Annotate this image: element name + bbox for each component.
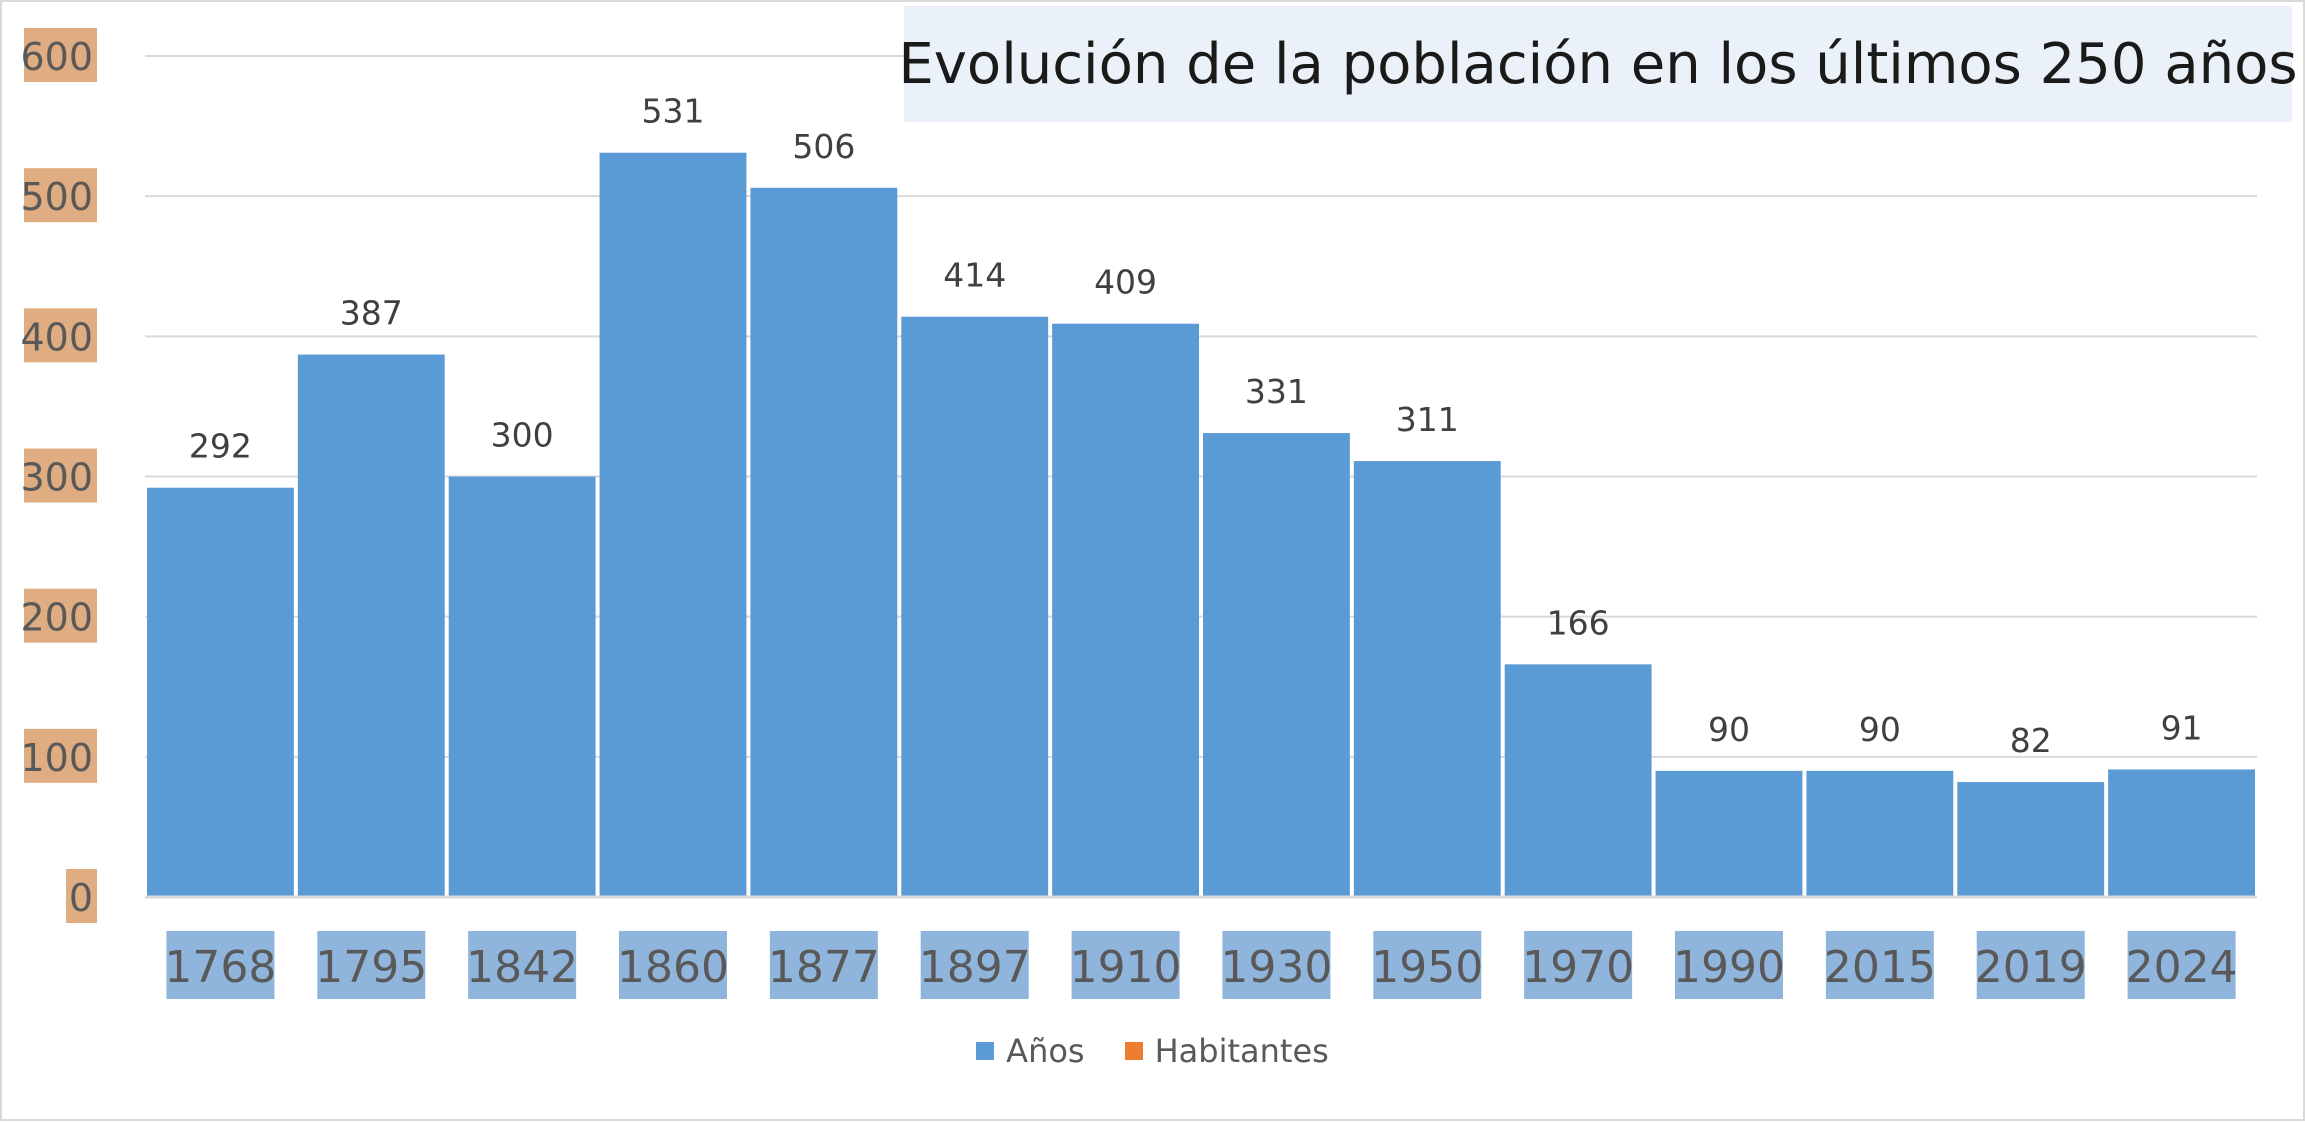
x-tick-label-bg <box>166 931 275 999</box>
y-tick-label-bg <box>24 588 97 643</box>
y-tick-label: 400 <box>20 315 93 359</box>
x-tick-label: 1877 <box>768 942 880 993</box>
legend-item: Habitantes <box>1124 1032 1329 1070</box>
bar <box>1806 770 1954 897</box>
x-tick-label-bg <box>1373 931 1482 999</box>
data-label: 300 <box>491 416 554 455</box>
bar <box>1353 461 1501 897</box>
x-tick-label-bg <box>619 931 727 999</box>
y-tick-label-bg <box>24 448 97 503</box>
x-tick-label-bg <box>317 931 426 999</box>
x-tick-label: 2019 <box>1975 942 2087 993</box>
y-tick-label: 500 <box>20 175 93 219</box>
bar <box>297 354 445 897</box>
data-label: 409 <box>1094 263 1157 302</box>
y-tick-label: 200 <box>20 596 93 640</box>
x-tick-label-bg <box>1222 931 1331 999</box>
bar <box>750 187 898 898</box>
x-tick-label-bg <box>1071 931 1180 999</box>
legend-label: Habitantes <box>1154 1032 1329 1070</box>
x-tick-label: 1950 <box>1371 942 1483 993</box>
data-label: 311 <box>1396 400 1459 439</box>
legend-label: Años <box>1006 1032 1085 1070</box>
x-tick-label: 1768 <box>164 942 276 993</box>
data-label: 414 <box>943 256 1006 295</box>
data-label: 166 <box>1547 603 1610 642</box>
bar <box>1052 323 1199 897</box>
x-tick-label: 1910 <box>1070 942 1182 993</box>
x-tick-label: 2015 <box>1824 942 1936 993</box>
x-tick-label: 1860 <box>617 942 729 993</box>
data-label: 91 <box>2161 708 2203 747</box>
legend-item: Años <box>976 1032 1085 1070</box>
x-tick-label: 1990 <box>1673 942 1785 993</box>
y-tick-label: 100 <box>20 736 93 780</box>
chart-title-box: Evolución de la población en los últimos… <box>898 6 2298 122</box>
bar <box>901 316 1049 898</box>
legend-swatch <box>1124 1042 1143 1060</box>
x-tick-label: 1930 <box>1220 942 1332 993</box>
x-tick-label-bg <box>920 931 1029 999</box>
data-label: 90 <box>1708 710 1750 749</box>
y-tick-label-bg <box>24 28 97 82</box>
x-tick-label-bg <box>769 931 878 999</box>
data-label: 292 <box>189 427 252 466</box>
bar <box>599 152 747 898</box>
y-tick-label: 600 <box>20 35 93 79</box>
data-label: 506 <box>792 127 855 166</box>
legend-swatch <box>976 1042 995 1060</box>
data-label: 90 <box>1859 710 1901 749</box>
bar <box>448 476 596 897</box>
y-tick-label: 300 <box>20 456 93 500</box>
x-tick-label: 1842 <box>466 942 578 993</box>
y-tick-label: 0 <box>69 876 93 920</box>
data-label: 82 <box>2010 721 2052 760</box>
bar <box>1655 770 1803 897</box>
data-label: 531 <box>642 92 705 131</box>
bar <box>1504 664 1652 897</box>
x-tick-label-bg <box>1524 931 1633 999</box>
x-tick-label-bg <box>2127 931 2236 999</box>
x-tick-label-bg <box>1825 931 1934 999</box>
x-tick-label-bg <box>1675 931 1783 999</box>
chart-title: Evolución de la población en los últimos… <box>898 31 2298 97</box>
bar <box>2108 769 2255 897</box>
x-tick-label-bg <box>468 931 577 999</box>
y-tick-label-bg <box>66 869 97 923</box>
y-tick-label-bg <box>24 168 97 223</box>
data-label: 387 <box>340 294 403 333</box>
bar <box>1957 782 2105 897</box>
y-tick-label-bg <box>24 308 97 363</box>
data-label: 331 <box>1245 372 1308 411</box>
bar <box>1203 433 1350 897</box>
x-tick-label-bg <box>1976 931 2085 999</box>
x-tick-label: 1897 <box>919 942 1031 993</box>
bar <box>147 487 294 897</box>
x-tick-label: 1795 <box>315 942 427 993</box>
x-tick-label: 2024 <box>2126 942 2238 993</box>
chart-legend: Años Habitantes <box>2 1032 2303 1070</box>
y-tick-label-bg <box>24 728 97 783</box>
x-tick-label: 1970 <box>1522 942 1634 993</box>
